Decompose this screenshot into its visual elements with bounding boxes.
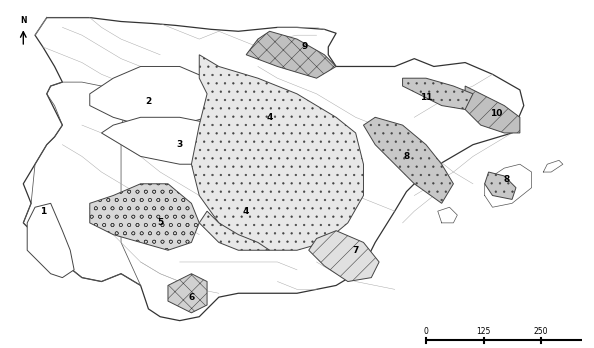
- Polygon shape: [23, 18, 524, 321]
- Polygon shape: [403, 78, 473, 110]
- Text: 4: 4: [267, 113, 273, 122]
- Polygon shape: [246, 31, 336, 78]
- Text: 6: 6: [188, 293, 195, 302]
- Polygon shape: [438, 207, 457, 223]
- Text: 8: 8: [403, 152, 410, 161]
- Text: 3: 3: [176, 140, 183, 149]
- Polygon shape: [485, 164, 532, 207]
- Text: 10: 10: [490, 109, 503, 118]
- Polygon shape: [544, 160, 563, 172]
- Polygon shape: [102, 117, 238, 164]
- Text: 2: 2: [146, 97, 151, 106]
- Text: 1: 1: [40, 207, 46, 216]
- Polygon shape: [168, 274, 207, 313]
- Polygon shape: [199, 211, 270, 250]
- Polygon shape: [364, 117, 453, 203]
- Text: N: N: [20, 16, 27, 25]
- Polygon shape: [27, 203, 74, 278]
- Polygon shape: [191, 55, 364, 250]
- Polygon shape: [90, 66, 219, 125]
- Text: 9: 9: [302, 42, 308, 52]
- Text: 7: 7: [352, 246, 359, 255]
- Text: 0: 0: [424, 327, 428, 336]
- Text: 125: 125: [476, 327, 491, 336]
- Polygon shape: [309, 231, 379, 282]
- Text: 11: 11: [420, 93, 432, 102]
- Polygon shape: [485, 172, 516, 199]
- Text: 8: 8: [503, 175, 509, 184]
- Text: 250: 250: [534, 327, 548, 336]
- Polygon shape: [465, 86, 520, 133]
- Text: 5: 5: [157, 219, 163, 227]
- Text: 4: 4: [243, 207, 249, 216]
- Polygon shape: [90, 184, 199, 250]
